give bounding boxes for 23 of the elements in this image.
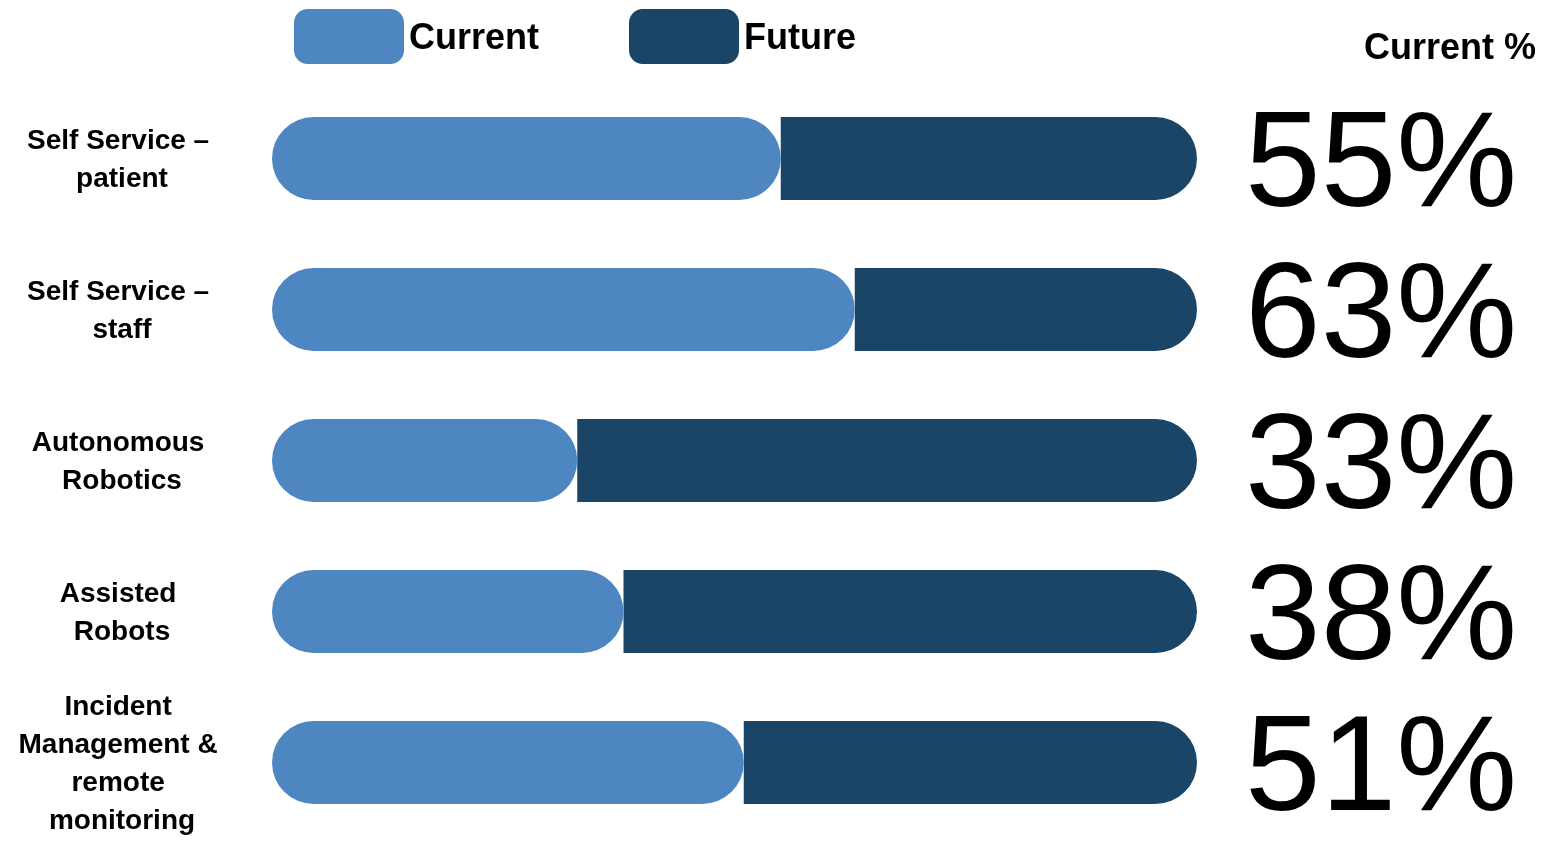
bar (272, 268, 855, 351)
bar (854, 268, 1197, 351)
data-label: 55% (1245, 82, 1518, 235)
data-label: 51% (1245, 686, 1518, 839)
text: Current % (1363, 25, 1537, 67)
y-tick-label: Autonomous Robotics (31, 426, 213, 495)
y-tick-label: Assisted Robots (59, 577, 185, 646)
data-label: 33% (1245, 384, 1518, 537)
bar (577, 419, 1197, 502)
legend-label: Future (744, 16, 857, 57)
bar (743, 721, 1197, 804)
bar (780, 117, 1197, 200)
y-tick-label: Self Service – patient (27, 124, 217, 193)
data-label: 38% (1245, 535, 1518, 688)
bar (272, 419, 578, 502)
bar (623, 570, 1197, 653)
legend-label: Current (409, 16, 540, 57)
data-label: 63% (1245, 233, 1518, 386)
bar (272, 721, 744, 804)
bar (272, 117, 781, 200)
y-tick-label: Incident Management & remote monitoring (18, 690, 226, 835)
y-tick-label: Self Service – staff (27, 275, 217, 344)
bar (272, 570, 624, 653)
